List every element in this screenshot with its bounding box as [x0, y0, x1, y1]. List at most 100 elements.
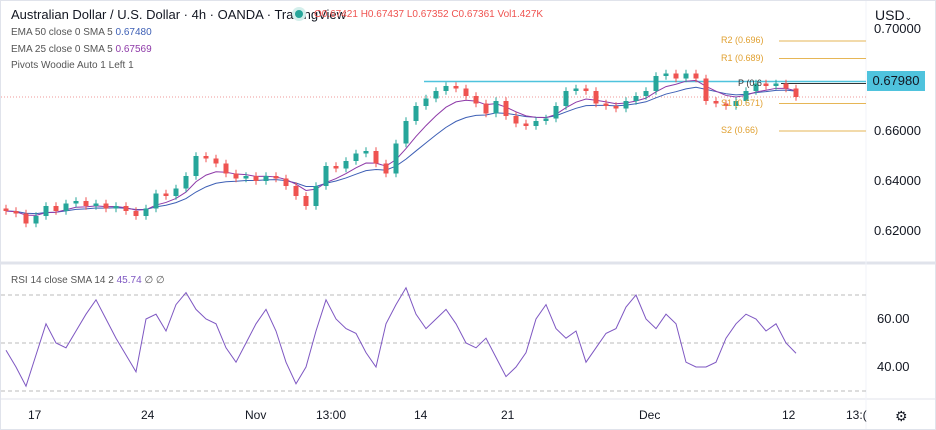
candle — [653, 76, 659, 91]
candle — [213, 158, 219, 164]
candle — [483, 103, 489, 114]
candle — [323, 166, 329, 186]
candle — [283, 178, 289, 186]
candle — [383, 163, 389, 174]
candle — [663, 73, 669, 76]
pivot-label: P (0.6 — [738, 77, 762, 88]
pivot-label: R2 (0.696) — [721, 35, 764, 45]
candle — [243, 176, 249, 179]
candle — [513, 116, 519, 124]
rsi-extra: ∅ ∅ — [144, 275, 165, 286]
candle — [713, 101, 719, 104]
candle — [773, 83, 779, 86]
candle — [623, 101, 629, 109]
ema50-value: 0.67480 — [115, 27, 152, 38]
ema25-label: EMA 25 close 0 SMA 5 — [11, 44, 113, 55]
time-tick: 14 — [414, 408, 428, 422]
rsi-label: RSI 14 close SMA 14 2 — [11, 275, 114, 286]
ema25-value: 0.67569 — [115, 44, 152, 55]
candle — [703, 78, 709, 101]
candle — [73, 201, 79, 204]
candle — [203, 156, 209, 159]
time-tick: 21 — [501, 408, 515, 422]
candle — [33, 216, 39, 224]
candle — [63, 203, 69, 211]
candle — [393, 143, 399, 174]
candle — [223, 163, 229, 174]
time-tick: 17 — [28, 408, 42, 422]
rsi-legend[interactable]: RSI 14 close SMA 14 2 45.74 ∅ ∅ — [11, 275, 165, 286]
ema50-legend[interactable]: EMA 50 close 0 SMA 5 0.67480 — [11, 27, 152, 38]
candle — [363, 151, 369, 154]
time-tick: Dec — [639, 408, 661, 422]
candle — [113, 206, 119, 209]
time-tick: 12 — [782, 408, 796, 422]
candle — [413, 106, 419, 121]
price-tick: 0.70000 — [874, 21, 921, 36]
pivots-label: Pivots Woodie Auto 1 Left 1 — [11, 60, 134, 71]
candle — [123, 206, 129, 211]
candle — [183, 176, 189, 189]
candle — [523, 123, 529, 126]
candle — [573, 88, 579, 91]
candle — [603, 103, 609, 106]
candle — [433, 91, 439, 99]
candle — [163, 193, 169, 196]
ema50-label: EMA 50 close 0 SMA 5 — [11, 27, 113, 38]
time-tick: Nov — [245, 408, 267, 422]
ema25-legend[interactable]: EMA 25 close 0 SMA 5 0.67569 — [11, 44, 152, 55]
pivots-legend[interactable]: Pivots Woodie Auto 1 Left 1 — [11, 60, 134, 71]
candle — [543, 118, 549, 121]
price-tick: 0.66000 — [874, 123, 921, 138]
candle — [463, 88, 469, 96]
candle — [473, 96, 479, 104]
candle — [503, 101, 509, 116]
market-status-icon — [295, 10, 303, 18]
candle — [133, 211, 139, 216]
candle — [3, 208, 9, 211]
candle — [253, 176, 259, 181]
candle — [693, 73, 699, 79]
candle — [23, 213, 29, 224]
candle — [193, 156, 199, 176]
time-tick: 13:( — [846, 408, 867, 422]
candle — [353, 153, 359, 161]
candle — [733, 101, 739, 106]
candle — [563, 91, 569, 106]
candle — [683, 73, 689, 79]
candle — [723, 103, 729, 106]
time-tick: 24 — [141, 408, 155, 422]
candle — [173, 188, 179, 196]
currency-selector[interactable]: USD⌄ — [875, 7, 912, 23]
current-price-label: 0.67980 — [867, 71, 925, 91]
candle — [293, 186, 299, 196]
candle — [613, 106, 619, 109]
candle — [303, 196, 309, 206]
candle — [753, 83, 759, 91]
candle — [373, 151, 379, 164]
candle — [783, 83, 789, 89]
candle — [633, 96, 639, 101]
candle — [553, 106, 559, 119]
candle — [743, 91, 749, 101]
candle — [343, 161, 349, 169]
candle — [273, 176, 279, 179]
candle — [333, 166, 339, 169]
price-tick: 0.62000 — [874, 223, 921, 238]
candle — [263, 176, 269, 181]
currency-label: USD — [875, 7, 905, 23]
chevron-down-icon: ⌄ — [904, 12, 913, 22]
rsi-value: 45.74 — [116, 275, 142, 286]
candle — [53, 206, 59, 211]
candle — [43, 206, 49, 216]
rsi-line — [5, 286, 797, 388]
settings-gear-icon[interactable]: ⚙ — [895, 408, 908, 424]
time-tick: 13:00 — [316, 408, 347, 422]
candle — [233, 173, 239, 179]
pivot-label: S2 (0.66) — [721, 125, 759, 135]
candle — [103, 203, 109, 209]
candle — [493, 101, 499, 114]
rsi-tick: 40.00 — [877, 359, 910, 374]
